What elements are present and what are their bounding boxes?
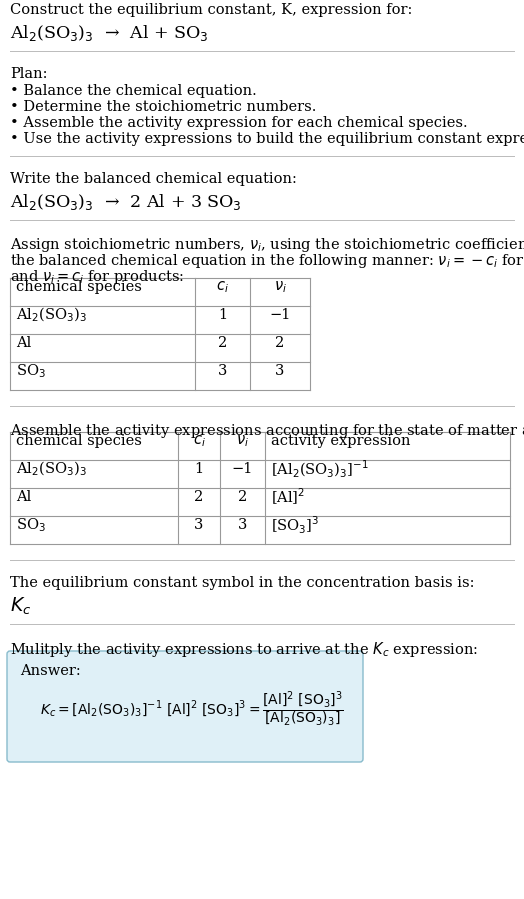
Text: 3: 3 [275, 364, 285, 378]
Text: Mulitply the activity expressions to arrive at the $K_c$ expression:: Mulitply the activity expressions to arr… [10, 640, 478, 659]
Text: [Al$_2$(SO$_3$)$_3$]$^{-1}$: [Al$_2$(SO$_3$)$_3$]$^{-1}$ [271, 458, 369, 479]
Text: Answer:: Answer: [20, 664, 81, 678]
Text: −1: −1 [269, 308, 291, 322]
Text: Al: Al [16, 490, 31, 504]
Text: −1: −1 [232, 462, 253, 476]
Text: Construct the equilibrium constant, K, expression for:: Construct the equilibrium constant, K, e… [10, 3, 412, 17]
Text: $\nu_i$: $\nu_i$ [236, 433, 249, 449]
Text: $\nu_i$: $\nu_i$ [274, 280, 287, 295]
Text: 2: 2 [194, 490, 204, 504]
Text: the balanced chemical equation in the following manner: $\nu_i = -c_i$ for react: the balanced chemical equation in the fo… [10, 252, 524, 270]
Text: 2: 2 [218, 336, 227, 350]
Text: Al$_2$(SO$_3$)$_3$  →  2 Al + 3 SO$_3$: Al$_2$(SO$_3$)$_3$ → 2 Al + 3 SO$_3$ [10, 192, 242, 212]
Text: $K_c = [\mathrm{Al_2(SO_3)_3}]^{-1}\ [\mathrm{Al}]^2\ [\mathrm{SO_3}]^3 = \dfrac: $K_c = [\mathrm{Al_2(SO_3)_3}]^{-1}\ [\m… [40, 690, 344, 728]
Text: Assign stoichiometric numbers, $\nu_i$, using the stoichiometric coefficients, $: Assign stoichiometric numbers, $\nu_i$, … [10, 236, 524, 254]
Text: Write the balanced chemical equation:: Write the balanced chemical equation: [10, 172, 297, 186]
Text: [Al]$^2$: [Al]$^2$ [271, 486, 305, 507]
Text: $c_i$: $c_i$ [216, 280, 229, 295]
Text: $K_c$: $K_c$ [10, 596, 31, 618]
Text: [SO$_3$]$^3$: [SO$_3$]$^3$ [271, 514, 319, 536]
Text: Al: Al [16, 336, 31, 350]
Text: • Assemble the activity expression for each chemical species.: • Assemble the activity expression for e… [10, 116, 467, 130]
Text: Assemble the activity expressions accounting for the state of matter and $\nu_i$: Assemble the activity expressions accoun… [10, 422, 524, 440]
Text: 1: 1 [218, 308, 227, 322]
Text: SO$_3$: SO$_3$ [16, 516, 46, 534]
Text: • Balance the chemical equation.: • Balance the chemical equation. [10, 84, 257, 98]
FancyBboxPatch shape [7, 651, 363, 762]
Text: The equilibrium constant symbol in the concentration basis is:: The equilibrium constant symbol in the c… [10, 576, 475, 590]
Text: 3: 3 [194, 518, 204, 532]
Text: SO$_3$: SO$_3$ [16, 362, 46, 380]
Text: 2: 2 [238, 490, 247, 504]
Text: 1: 1 [194, 462, 203, 476]
Text: Al$_2$(SO$_3$)$_3$: Al$_2$(SO$_3$)$_3$ [16, 306, 87, 325]
Text: • Determine the stoichiometric numbers.: • Determine the stoichiometric numbers. [10, 100, 316, 114]
Text: Al$_2$(SO$_3$)$_3$: Al$_2$(SO$_3$)$_3$ [16, 459, 87, 478]
Text: and $\nu_i = c_i$ for products:: and $\nu_i = c_i$ for products: [10, 268, 184, 286]
Text: activity expression: activity expression [271, 434, 410, 448]
Text: $c_i$: $c_i$ [193, 433, 205, 449]
Text: Al$_2$(SO$_3$)$_3$  →  Al + SO$_3$: Al$_2$(SO$_3$)$_3$ → Al + SO$_3$ [10, 23, 209, 43]
Text: • Use the activity expressions to build the equilibrium constant expression.: • Use the activity expressions to build … [10, 132, 524, 146]
Text: chemical species: chemical species [16, 280, 142, 294]
Text: 3: 3 [218, 364, 227, 378]
Text: chemical species: chemical species [16, 434, 142, 448]
Text: Plan:: Plan: [10, 67, 48, 81]
Text: 2: 2 [276, 336, 285, 350]
Text: 3: 3 [238, 518, 247, 532]
